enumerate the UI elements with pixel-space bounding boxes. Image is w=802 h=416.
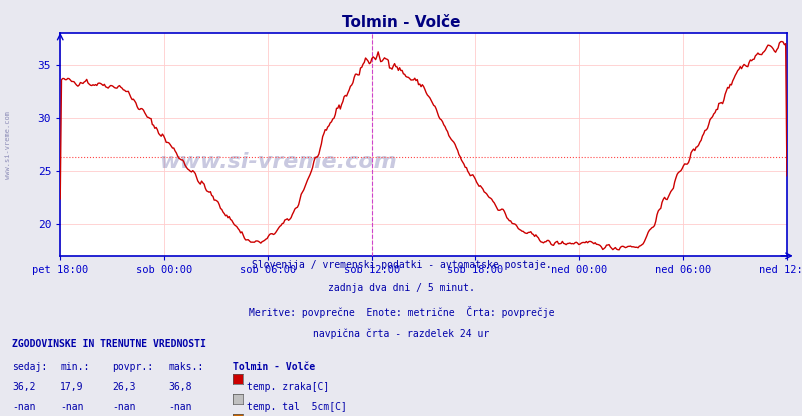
Text: maks.:: maks.: bbox=[168, 362, 204, 372]
Text: 17,9: 17,9 bbox=[60, 382, 83, 392]
Text: 36,8: 36,8 bbox=[168, 382, 192, 392]
Text: www.si-vreme.com: www.si-vreme.com bbox=[159, 152, 397, 172]
Text: Tolmin - Volče: Tolmin - Volče bbox=[342, 15, 460, 30]
Text: -nan: -nan bbox=[60, 402, 83, 412]
Text: Slovenija / vremenski podatki - avtomatske postaje.: Slovenija / vremenski podatki - avtomats… bbox=[251, 260, 551, 270]
Text: temp. tal  5cm[C]: temp. tal 5cm[C] bbox=[246, 402, 346, 412]
Text: ZGODOVINSKE IN TRENUTNE VREDNOSTI: ZGODOVINSKE IN TRENUTNE VREDNOSTI bbox=[12, 339, 205, 349]
Text: sedaj:: sedaj: bbox=[12, 362, 47, 372]
Text: -nan: -nan bbox=[112, 402, 136, 412]
Text: www.si-vreme.com: www.si-vreme.com bbox=[5, 111, 11, 178]
Text: -nan: -nan bbox=[168, 402, 192, 412]
Text: povpr.:: povpr.: bbox=[112, 362, 153, 372]
Text: min.:: min.: bbox=[60, 362, 90, 372]
Text: -nan: -nan bbox=[12, 402, 35, 412]
Text: Tolmin - Volče: Tolmin - Volče bbox=[233, 362, 314, 372]
Text: 36,2: 36,2 bbox=[12, 382, 35, 392]
Text: 26,3: 26,3 bbox=[112, 382, 136, 392]
Text: Meritve: povprečne  Enote: metrične  Črta: povprečje: Meritve: povprečne Enote: metrične Črta:… bbox=[249, 306, 553, 318]
Text: navpična črta - razdelek 24 ur: navpična črta - razdelek 24 ur bbox=[313, 329, 489, 339]
Text: zadnja dva dni / 5 minut.: zadnja dva dni / 5 minut. bbox=[328, 283, 474, 293]
Text: temp. zraka[C]: temp. zraka[C] bbox=[246, 382, 328, 392]
